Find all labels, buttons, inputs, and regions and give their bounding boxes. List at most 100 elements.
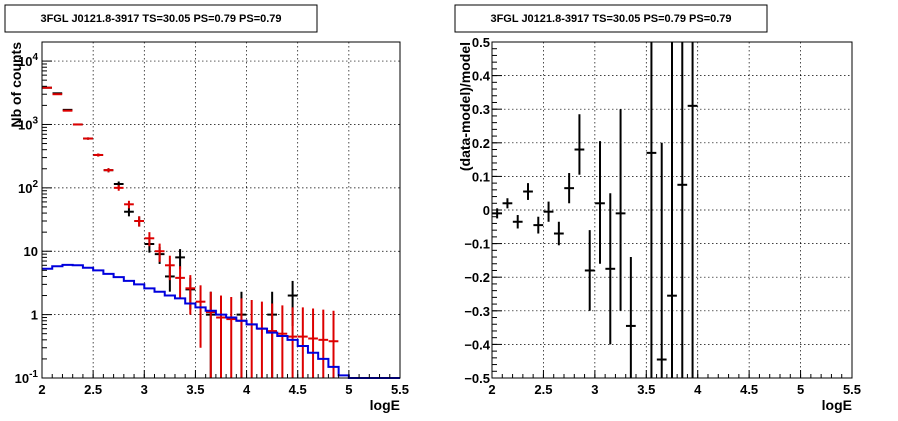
x-tick-label: 5 — [797, 382, 804, 397]
counts-frame — [41, 41, 401, 379]
x-tick-label: 2 — [488, 382, 495, 397]
model-point — [308, 308, 318, 378]
data-point — [523, 183, 533, 200]
data-point — [553, 221, 564, 246]
model-point — [134, 216, 145, 227]
model-point — [267, 303, 278, 378]
y-tick-base: 10 — [18, 181, 32, 196]
y-tick-base: 10 — [15, 371, 29, 386]
data-point — [656, 142, 667, 378]
counts-grid — [42, 42, 400, 378]
model-point — [175, 266, 185, 299]
x-tick-label: 4.5 — [289, 382, 307, 397]
data-point — [595, 141, 605, 264]
counts-marks — [42, 86, 400, 379]
model-point — [297, 307, 308, 378]
data-point — [533, 216, 544, 234]
model-point — [154, 243, 165, 262]
model-point — [287, 307, 298, 378]
model-point — [62, 109, 73, 112]
model-point — [164, 255, 175, 281]
x-tick-label: 2 — [38, 382, 45, 397]
data-point — [574, 114, 585, 175]
data-point — [124, 207, 134, 217]
y-tick-base: 10 — [18, 54, 32, 69]
residual-y-axis-label: (data-model)/model — [457, 42, 473, 171]
model-point — [93, 153, 104, 157]
residual-y-ticks: −0.5 −0.4 −0.3 −0.2 −0.1 0 0.1 0.2 0.3 0.4 0.5 — [464, 35, 502, 386]
residual-title: 3FGL J0121.8-3917 TS=30.05 PS=0.79 PS=0.… — [490, 13, 731, 25]
y-tick-label: 0 — [483, 203, 490, 218]
y-tick-label: 102 — [18, 179, 38, 196]
data-point — [615, 109, 626, 311]
model-point — [236, 298, 247, 378]
x-tick-label: 3.5 — [637, 382, 655, 397]
model-point — [257, 301, 267, 378]
x-tick-label: 2.5 — [534, 382, 552, 397]
model-point — [83, 137, 93, 140]
x-tick-label: 4.5 — [740, 382, 758, 397]
y-tick-label: 103 — [18, 115, 38, 132]
model-point — [246, 300, 257, 378]
data-point — [584, 230, 595, 311]
counts-panel: 3FGL J0121.8-3917 TS=30.05 PS=0.79 PS=0.… — [4, 4, 409, 413]
y-tick-label: −0.2 — [464, 270, 490, 285]
data-point — [175, 249, 185, 270]
y-tick-label: −0.3 — [464, 304, 490, 319]
y-tick-exponent: 2 — [32, 179, 38, 190]
y-tick-exponent: -1 — [29, 369, 38, 380]
data-point — [646, 42, 657, 378]
data-point — [687, 42, 698, 378]
data-point — [512, 215, 523, 229]
model-step-line — [42, 263, 400, 379]
counts-title-box — [4, 4, 318, 33]
x-tick-label: 3 — [141, 382, 148, 397]
data-point — [502, 198, 513, 209]
x-tick-label: 4 — [694, 382, 702, 397]
model-point — [216, 295, 226, 378]
model-point — [52, 93, 63, 96]
x-tick-label: 2.5 — [84, 382, 102, 397]
data-point — [677, 42, 688, 378]
data-point — [605, 193, 616, 345]
residual-x-axis-label: logE — [822, 397, 852, 413]
y-tick-label: 0.5 — [472, 35, 490, 50]
residual-x-ticks: 2 2.5 3 3.5 4 4.5 5 5.5 — [488, 370, 861, 397]
model-point — [277, 305, 288, 378]
data-point — [625, 257, 636, 378]
x-tick-label: 5.5 — [843, 382, 861, 397]
model-point — [113, 185, 124, 191]
model-point — [328, 310, 339, 378]
y-tick-label: 0.1 — [472, 169, 490, 184]
x-tick-label: 3 — [591, 382, 598, 397]
counts-x-ticks: 2 2.5 3 3.5 4 4.5 5 5.5 — [38, 370, 409, 397]
counts-y-axis-label: Nb of counts — [8, 42, 24, 128]
y-tick-exponent: 4 — [32, 52, 38, 63]
y-tick-label: 0.4 — [472, 69, 491, 84]
residual-panel: 3FGL J0121.8-3917 TS=30.05 PS=0.79 PS=0.… — [454, 4, 861, 413]
y-tick-label: −0.4 — [464, 337, 490, 352]
model-point — [72, 123, 83, 126]
y-tick-label: 10 — [24, 244, 38, 259]
data-point — [667, 42, 677, 378]
model-point — [318, 309, 329, 378]
y-tick-base: 10 — [18, 117, 32, 132]
residual-title-box — [454, 4, 768, 33]
model-point — [185, 275, 196, 315]
y-tick-label: −0.1 — [464, 237, 490, 252]
model-point — [195, 285, 206, 348]
model-point — [226, 296, 237, 378]
x-tick-label: 5 — [345, 382, 352, 397]
y-tick-label: 104 — [18, 52, 38, 69]
counts-x-axis-label: logE — [370, 397, 400, 413]
y-tick-exponent: 3 — [32, 115, 38, 126]
model-point — [103, 168, 114, 173]
y-tick-label: 0.3 — [472, 102, 490, 117]
y-tick-label: −0.5 — [464, 371, 490, 386]
x-tick-label: 4 — [243, 382, 251, 397]
y-tick-label: 1 — [31, 308, 38, 323]
y-tick-label: 10-1 — [15, 369, 39, 386]
model-point — [205, 291, 216, 378]
